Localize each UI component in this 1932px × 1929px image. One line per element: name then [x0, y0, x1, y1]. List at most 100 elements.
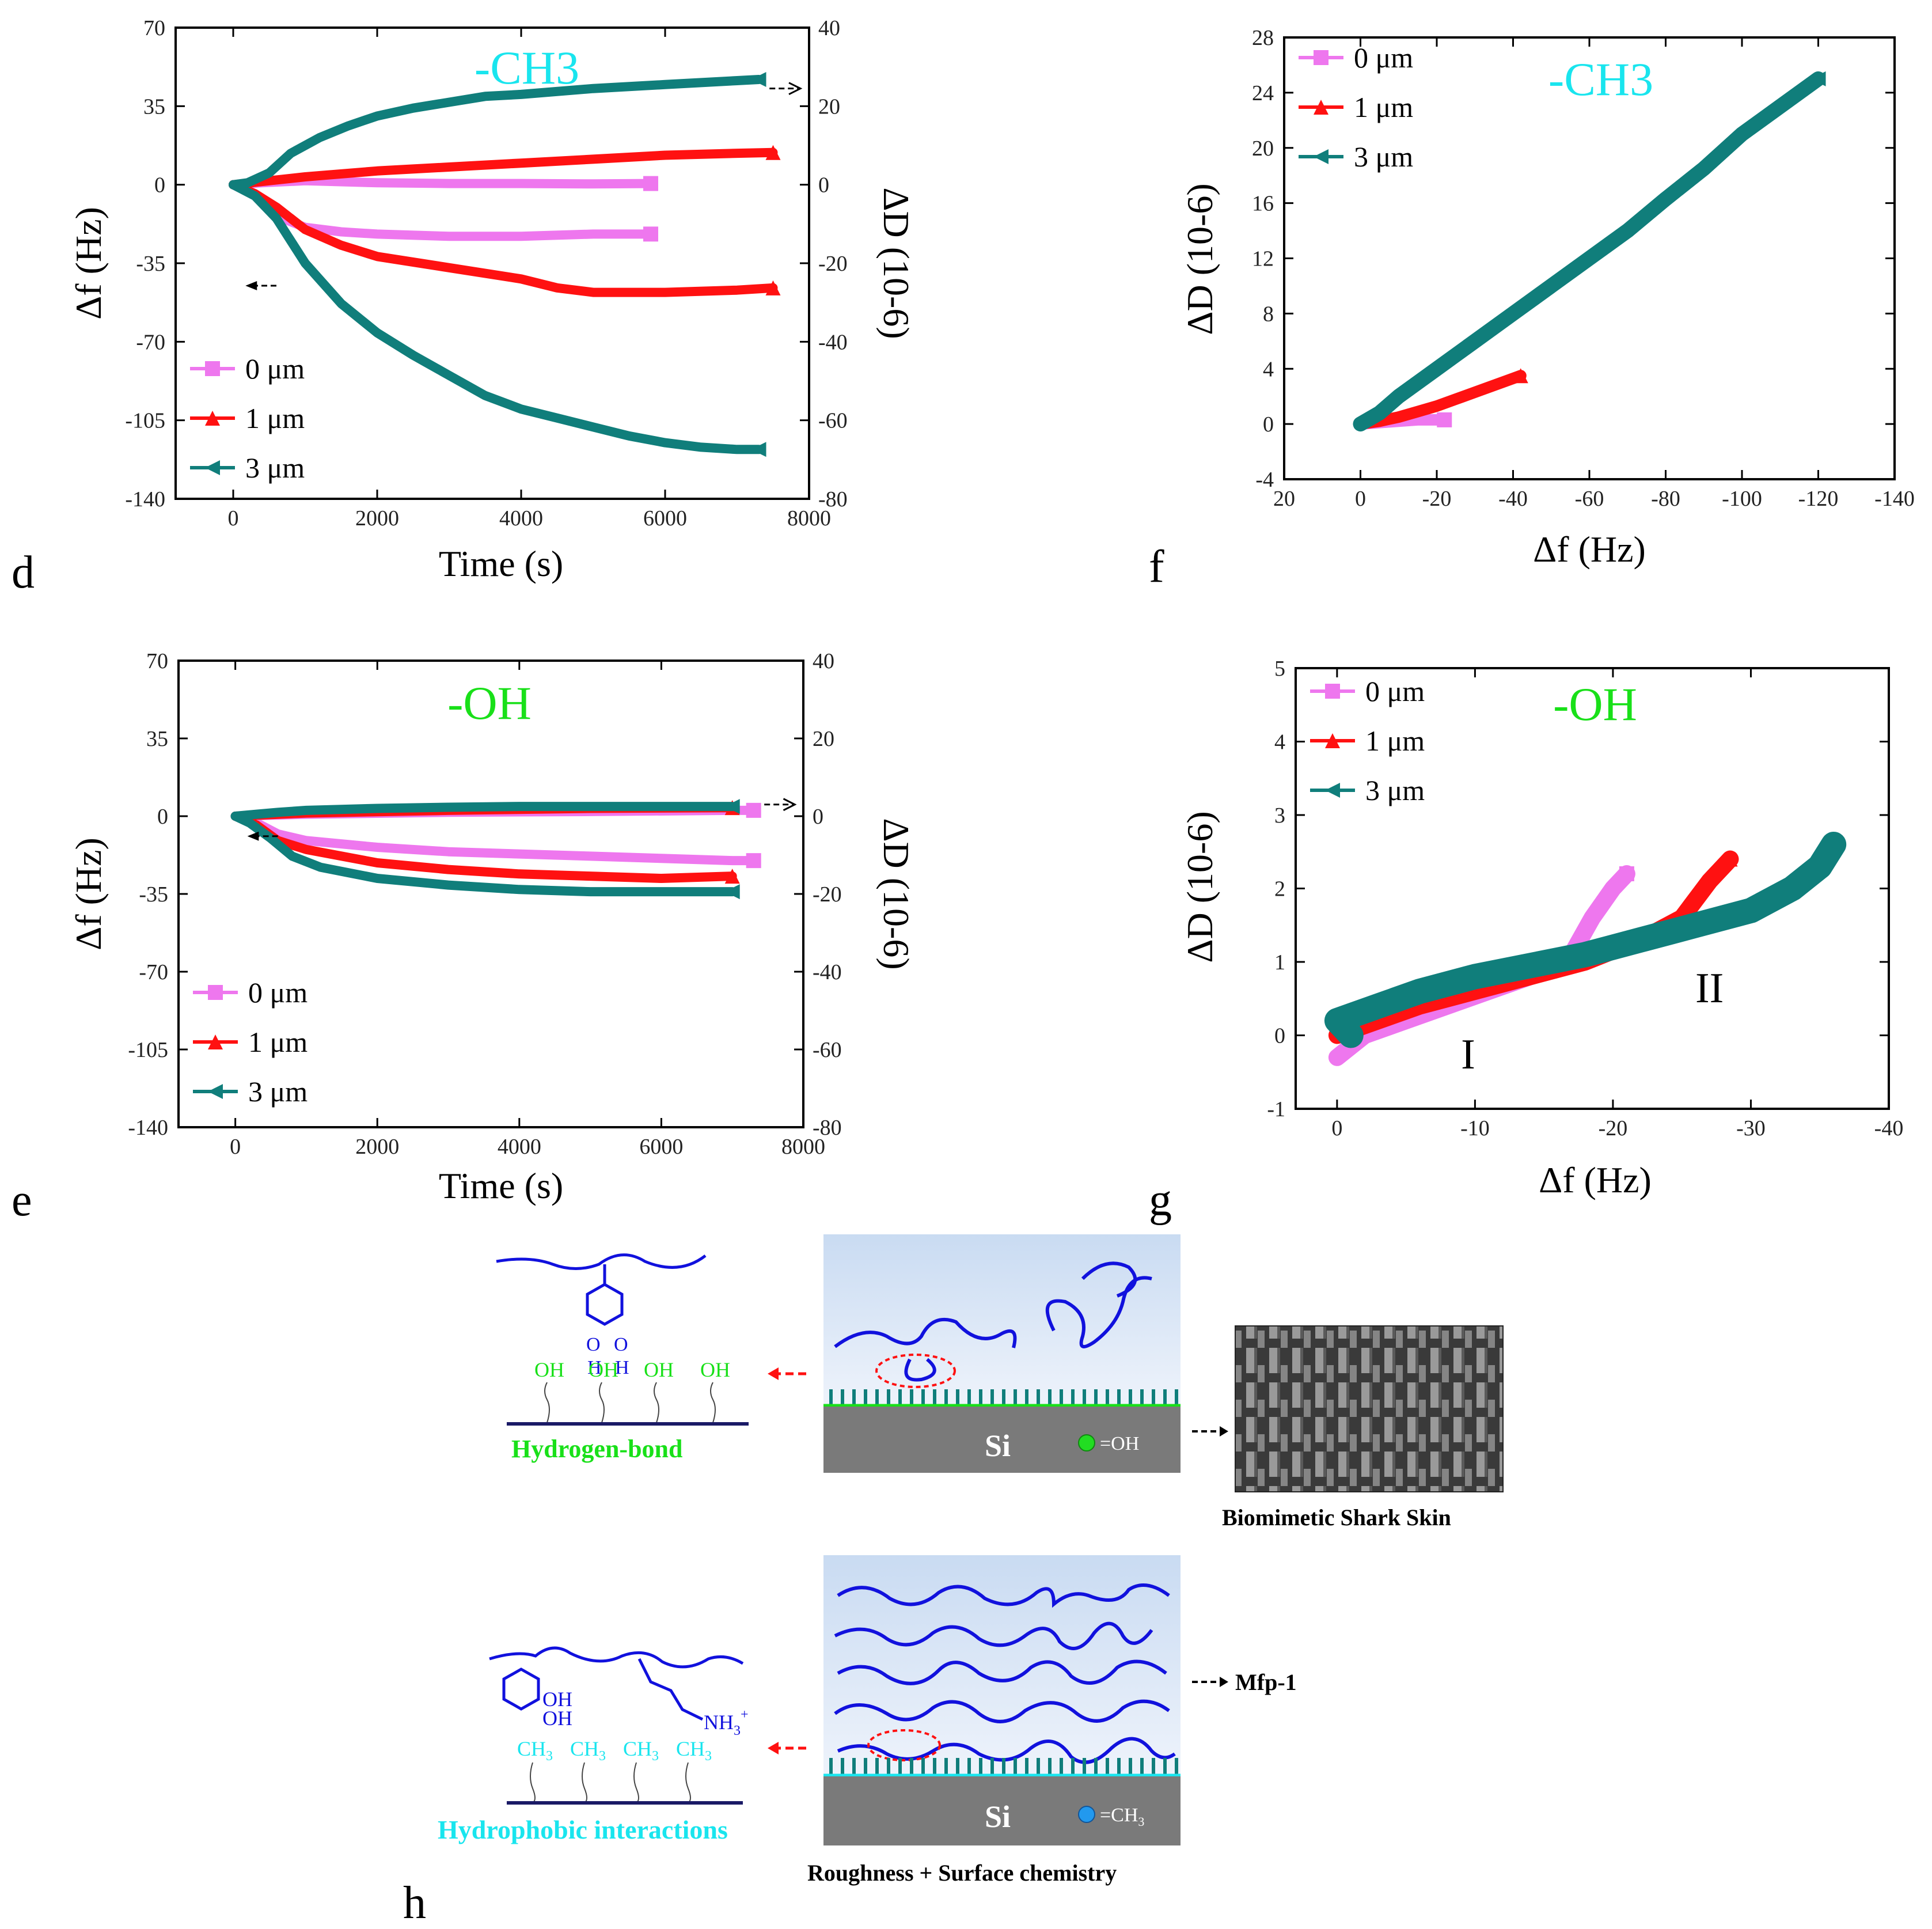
surface-pillar-oh: [1152, 1389, 1155, 1405]
surface-pillar-oh: [967, 1389, 971, 1405]
surface-pillar-ch3: [1037, 1758, 1040, 1775]
red-arrowhead-top: [768, 1367, 779, 1380]
y-tick-label-d: 70: [143, 16, 165, 40]
surface-pillar-ch3: [1163, 1758, 1167, 1775]
oh-marker-label: =OH: [1100, 1433, 1139, 1454]
legend-marker-g-0: [1325, 684, 1340, 699]
mfp-chain-ch3-1: [837, 1583, 1170, 1608]
x-tick-label-g: -20: [1599, 1116, 1628, 1140]
surface-pillar-ch3: [956, 1758, 959, 1775]
legend-label-f-2: 3 μm: [1354, 141, 1413, 173]
x-tick-label-f: -120: [1798, 487, 1839, 511]
surface-pillar-oh: [898, 1389, 902, 1405]
surface-pillar-ch3: [829, 1758, 833, 1775]
ch3-group-1: CH3: [517, 1737, 553, 1764]
ch3-surface-pillars: [829, 1758, 1178, 1775]
surface-pillar-ch3: [1117, 1758, 1121, 1775]
legend-label-e-0: 0 μm: [248, 976, 308, 1009]
y-tick-label-d: -105: [125, 409, 165, 433]
y-tick-label-f: -4: [1255, 468, 1274, 492]
ch3-group-2: CH3: [570, 1737, 606, 1764]
end-marker-d-0: [643, 226, 658, 242]
catechol-oh-1: OH: [542, 1688, 572, 1711]
y2-tick-label-e: -60: [813, 1038, 842, 1062]
series-d-2-D: [229, 75, 764, 190]
chart-title-f: -CH3: [1548, 53, 1653, 105]
surface-pillar-oh: [852, 1389, 856, 1405]
surface-pillar-oh: [1048, 1389, 1052, 1405]
end-marker-d-4: [751, 442, 766, 457]
black-arrowhead-mfp: [1220, 1677, 1228, 1687]
series-e-2-f: [230, 812, 737, 897]
x-tick-label-f: -20: [1422, 487, 1452, 511]
surface-pillar-ch3: [1048, 1758, 1052, 1775]
polymer-backbone-ch3: [489, 1646, 744, 1669]
si-label-oh: Si: [985, 1428, 1011, 1463]
surface-pillar-oh: [1163, 1389, 1167, 1405]
surface-pillar-ch3: [841, 1758, 844, 1775]
y-tick-label-d: 0: [154, 173, 165, 198]
hydrophobic-caption: Hydrophobic interactions: [438, 1815, 728, 1844]
y-tick-label-f: 4: [1263, 357, 1274, 381]
alkyl-chains-ch3: [530, 1762, 691, 1803]
contact-ellipse-oh: [875, 1354, 956, 1388]
surface-pillar-oh: [1129, 1389, 1132, 1405]
legend-label-d-0: 0 μm: [245, 353, 305, 385]
end-marker-g-2: [1826, 837, 1842, 852]
y-tick-label-e: 70: [146, 649, 168, 673]
annotation-I: I: [1461, 1031, 1475, 1078]
surface-pillar-oh: [864, 1389, 867, 1405]
end-marker-g-0: [1619, 866, 1634, 881]
x-tick-label-e: 8000: [781, 1135, 825, 1159]
hydrophobic-molecule: OH OH NH3+ CH3 CH3 CH3 CH3 Hydrophobic i…: [438, 1646, 806, 1844]
schematic-panel-h: O O H H OH OH OH OH Hydrogen-bond Si: [403, 1234, 1504, 1928]
si-label-ch3: Si: [985, 1799, 1011, 1834]
hbond-molecule: O O H H OH OH OH OH Hydrogen-bond: [496, 1253, 806, 1463]
y-tick-label-f: 16: [1252, 192, 1274, 216]
surface-pillar-ch3: [1083, 1758, 1086, 1775]
legend-label-d-1: 1 μm: [245, 402, 305, 434]
x-tick-label-g: 0: [1331, 1116, 1342, 1140]
series-d-1-f: [229, 180, 778, 297]
ch3-surface-box: Si =CH3: [823, 1555, 1181, 1845]
x-tick-label-f: 0: [1355, 487, 1366, 511]
y2-tick-label-e: -80: [813, 1116, 842, 1140]
hydrogen-bond-caption: Hydrogen-bond: [511, 1435, 683, 1463]
x-axis-label-f: Δf (Hz): [1533, 529, 1646, 570]
chart-title-e: -OH: [447, 677, 532, 729]
series-d-2-f: [229, 180, 764, 454]
surface-pillar-oh: [1060, 1389, 1063, 1405]
liquid-region: [823, 1234, 1181, 1405]
legend-marker-f-0: [1314, 50, 1329, 65]
y-tick-label-f: 24: [1252, 81, 1274, 105]
x-tick-label-g: -40: [1874, 1116, 1904, 1140]
surface-pillar-ch3: [910, 1758, 913, 1775]
legend-marker-g-2: [1325, 783, 1340, 798]
surface-pillar-oh: [875, 1389, 879, 1405]
y2-axis-label-e: ΔD (10-6): [876, 818, 917, 969]
right-axis-arrowhead-d: [788, 82, 803, 95]
end-marker-g-1: [1722, 851, 1738, 867]
end-marker-e-4: [724, 884, 740, 900]
surface-pillar-oh: [921, 1389, 925, 1405]
surface-pillar-ch3: [875, 1758, 879, 1775]
y-tick-label-f: 12: [1252, 247, 1274, 271]
surface-pillar-ch3: [967, 1758, 971, 1775]
y2-tick-label-e: 0: [813, 805, 823, 829]
y-tick-label-g: 2: [1274, 877, 1285, 901]
end-marker-d-1: [643, 176, 658, 191]
surface-pillar-ch3: [990, 1758, 994, 1775]
liquid-region-ch3: [823, 1555, 1181, 1775]
legend-marker-g-1: [1325, 733, 1340, 748]
y-axis-label-e: Δf (Hz): [68, 837, 109, 950]
red-arrowhead-bottom: [768, 1742, 779, 1754]
y-tick-label-g: 1: [1274, 950, 1285, 975]
surface-pillar-oh: [1140, 1389, 1144, 1405]
panel-label-h: h: [403, 1878, 426, 1928]
x-axis-label-d: Time (s): [439, 543, 563, 584]
catechol-ring: [586, 1283, 624, 1326]
oh-group-3: OH: [644, 1358, 674, 1381]
surface-pillar-oh: [1037, 1389, 1040, 1405]
chart-panel-d: 0 2000 4000 6000 8000 70 35 0 -35 -70 -105 -140 40 20…: [12, 16, 917, 598]
